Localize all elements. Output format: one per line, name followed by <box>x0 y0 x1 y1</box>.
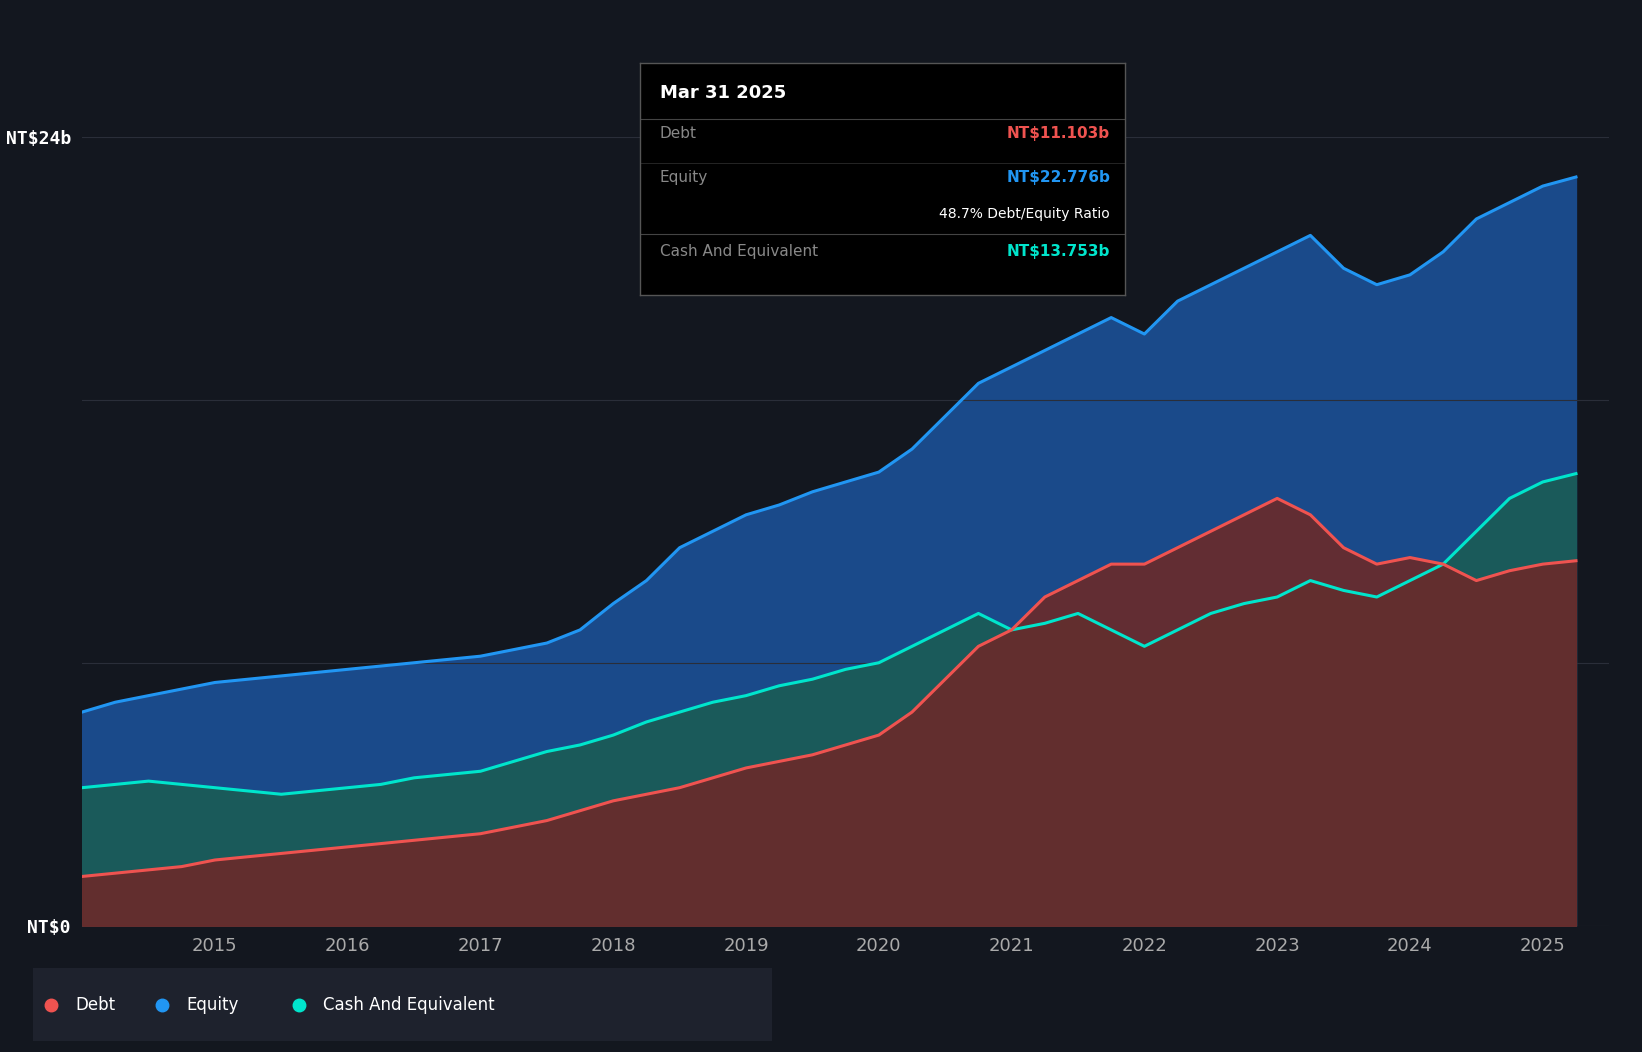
Text: Equity: Equity <box>187 995 238 1014</box>
Text: Debt: Debt <box>660 125 696 141</box>
Text: Equity: Equity <box>660 169 708 184</box>
Text: NT$22.776b: NT$22.776b <box>1007 169 1110 184</box>
Text: Cash And Equivalent: Cash And Equivalent <box>660 244 818 259</box>
Text: Cash And Equivalent: Cash And Equivalent <box>323 995 494 1014</box>
Text: NT$11.103b: NT$11.103b <box>1007 125 1110 141</box>
Text: Debt: Debt <box>76 995 117 1014</box>
Text: NT$13.753b: NT$13.753b <box>1007 244 1110 259</box>
Text: Mar 31 2025: Mar 31 2025 <box>660 84 787 102</box>
Text: 48.7% Debt/Equity Ratio: 48.7% Debt/Equity Ratio <box>939 206 1110 221</box>
